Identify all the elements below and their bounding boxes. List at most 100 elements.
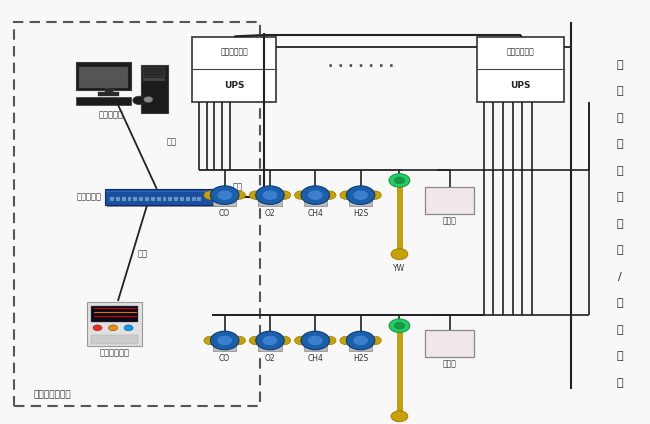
Text: O2: O2 xyxy=(265,354,276,363)
Text: 速: 速 xyxy=(616,139,623,149)
Bar xyxy=(110,197,114,201)
Text: 光纤: 光纤 xyxy=(233,182,242,191)
Circle shape xyxy=(217,335,233,346)
Bar xyxy=(91,335,138,343)
Bar xyxy=(105,88,112,93)
Bar xyxy=(174,197,178,201)
Text: UPS: UPS xyxy=(510,81,531,90)
Text: 光: 光 xyxy=(616,351,623,362)
Bar xyxy=(213,199,237,206)
Bar xyxy=(98,92,119,96)
Bar xyxy=(145,197,149,201)
Bar xyxy=(79,67,127,88)
Circle shape xyxy=(301,186,330,204)
Text: 网: 网 xyxy=(616,245,623,255)
Circle shape xyxy=(294,191,307,199)
Circle shape xyxy=(204,336,217,345)
Bar xyxy=(116,197,120,201)
Bar xyxy=(304,344,327,351)
Text: 区域控制单元: 区域控制单元 xyxy=(507,48,535,57)
Bar xyxy=(198,197,202,201)
Circle shape xyxy=(124,325,133,331)
Text: 快: 快 xyxy=(616,113,623,123)
Circle shape xyxy=(323,336,336,345)
Bar xyxy=(143,78,165,81)
Text: 报明箱: 报明箱 xyxy=(443,360,456,368)
Circle shape xyxy=(255,331,284,350)
Circle shape xyxy=(340,336,353,345)
Text: YW: YW xyxy=(393,265,406,273)
Circle shape xyxy=(389,174,410,187)
Circle shape xyxy=(217,190,233,200)
Text: 纤: 纤 xyxy=(616,378,623,388)
Bar xyxy=(151,197,155,201)
Circle shape xyxy=(278,191,291,199)
Text: /: / xyxy=(618,272,621,282)
Text: 网线: 网线 xyxy=(137,249,148,258)
Circle shape xyxy=(294,336,307,345)
Bar xyxy=(107,190,217,206)
Circle shape xyxy=(353,335,369,346)
Circle shape xyxy=(323,191,336,199)
Circle shape xyxy=(278,336,291,345)
Bar xyxy=(76,62,131,90)
Bar xyxy=(258,344,281,351)
Circle shape xyxy=(369,336,382,345)
Text: 监控工作室: 监控工作室 xyxy=(99,111,124,120)
Text: CH4: CH4 xyxy=(307,209,323,218)
Bar xyxy=(213,344,237,351)
Circle shape xyxy=(233,191,246,199)
Circle shape xyxy=(262,190,278,200)
Text: 综合管廊中控室: 综合管廊中控室 xyxy=(34,391,72,399)
Text: O2: O2 xyxy=(265,209,276,218)
Text: H2S: H2S xyxy=(353,209,368,218)
Text: CO: CO xyxy=(219,354,230,363)
Bar xyxy=(87,301,142,346)
Circle shape xyxy=(211,186,239,204)
Bar xyxy=(186,197,190,201)
Circle shape xyxy=(133,96,146,105)
Circle shape xyxy=(109,325,118,331)
Bar xyxy=(192,37,276,103)
Text: CH4: CH4 xyxy=(307,354,323,363)
Text: 模: 模 xyxy=(616,325,623,335)
Text: 报明箱: 报明箱 xyxy=(443,216,456,225)
Text: CO: CO xyxy=(219,209,230,218)
Circle shape xyxy=(307,190,323,200)
Circle shape xyxy=(204,191,217,199)
Bar xyxy=(157,197,161,201)
Text: 千: 千 xyxy=(616,60,623,70)
Circle shape xyxy=(307,335,323,346)
Bar xyxy=(139,197,143,201)
Bar xyxy=(349,199,372,206)
Bar xyxy=(192,197,196,201)
Circle shape xyxy=(395,177,404,184)
Circle shape xyxy=(249,191,262,199)
Bar xyxy=(258,199,281,206)
Circle shape xyxy=(340,191,353,199)
Circle shape xyxy=(249,336,262,345)
Bar xyxy=(477,37,564,103)
Circle shape xyxy=(262,335,278,346)
Bar xyxy=(127,197,131,201)
Text: 网线: 网线 xyxy=(166,137,176,146)
Bar xyxy=(349,344,372,351)
Circle shape xyxy=(391,248,408,259)
Bar xyxy=(105,189,215,205)
Bar xyxy=(143,67,165,77)
Circle shape xyxy=(255,186,284,204)
Bar xyxy=(304,199,327,206)
Bar xyxy=(76,97,131,105)
Bar xyxy=(91,306,138,321)
Circle shape xyxy=(369,191,382,199)
Text: 兆: 兆 xyxy=(616,86,623,96)
Bar xyxy=(425,187,474,214)
Circle shape xyxy=(211,331,239,350)
Text: 以: 以 xyxy=(616,166,623,176)
Circle shape xyxy=(233,336,246,345)
Text: · · · · · · ·: · · · · · · · xyxy=(328,60,394,74)
Bar xyxy=(122,197,125,201)
Circle shape xyxy=(346,186,375,204)
Bar xyxy=(180,197,184,201)
Circle shape xyxy=(346,331,375,350)
